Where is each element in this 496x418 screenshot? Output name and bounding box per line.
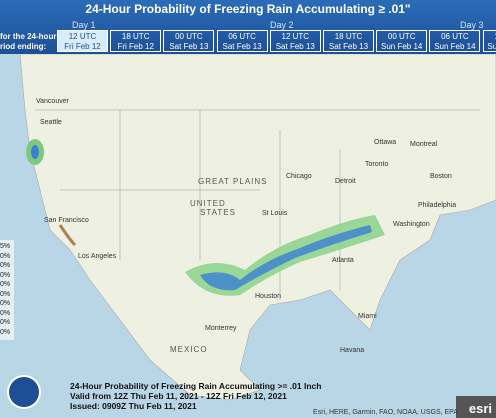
tab-text: Sat Feb 13 bbox=[328, 42, 369, 51]
place-label: Ottawa bbox=[374, 139, 396, 146]
legend-box bbox=[0, 240, 14, 340]
header: 24-Hour Probability of Freezing Rain Acc… bbox=[0, 0, 496, 54]
caption-line: Issued: 0909Z Thu Feb 11, 2021 bbox=[70, 401, 197, 411]
place-label: Miami bbox=[358, 313, 377, 320]
place-label: Boston bbox=[430, 173, 452, 180]
place-label: Detroit bbox=[335, 178, 356, 185]
place-label: Havana bbox=[340, 347, 364, 354]
caption-line: Valid from 12Z Thu Feb 11, 2021 - 12Z Fr… bbox=[70, 391, 287, 401]
place-label: Toronto bbox=[365, 161, 388, 168]
place-label: Montreal bbox=[410, 141, 438, 148]
place-label: Atlanta bbox=[332, 257, 354, 264]
time-tab[interactable]: 00 UTC Sun Feb 14 bbox=[376, 30, 428, 52]
land bbox=[19, 53, 496, 401]
time-tab[interactable]: 06 UTC Sat Feb 13 bbox=[216, 30, 268, 52]
attribution: Esri, HERE, Garmin, FAO, NOAA, USGS, EPA bbox=[313, 409, 458, 416]
tab-text: 12 UTC bbox=[484, 32, 496, 42]
time-tab[interactable]: 12 UTC Fri Feb 12 bbox=[57, 30, 108, 52]
place-label: Washington bbox=[393, 221, 430, 228]
time-tab[interactable]: 18 UTC Fri Feb 12 bbox=[110, 30, 162, 52]
day-label: Day 3 bbox=[460, 20, 484, 30]
day-label: Day 1 bbox=[72, 20, 96, 30]
region-label: GREAT PLAINS bbox=[198, 177, 268, 186]
legend-label: 0% bbox=[0, 300, 11, 307]
legend-label: 0% bbox=[0, 262, 11, 269]
tab-text: Sat Feb 13 bbox=[222, 42, 262, 51]
tab-text: Sat Feb 13 bbox=[169, 42, 209, 51]
legend-label: 5% bbox=[0, 243, 11, 250]
time-tab[interactable]: 12 UTC Sat Feb 13 bbox=[269, 30, 321, 52]
place-label: Chicago bbox=[286, 173, 312, 180]
time-tab[interactable]: 06 UTC Sun Feb 14 bbox=[429, 30, 481, 52]
legend-label: 0% bbox=[0, 281, 11, 288]
esri-logo-bg bbox=[456, 396, 496, 418]
borders bbox=[35, 109, 480, 300]
legend-label: 0% bbox=[0, 290, 11, 298]
place-label: Los Angeles bbox=[78, 253, 117, 260]
caption-line: 24-Hour Probability of Freezing Rain Acc… bbox=[70, 381, 322, 391]
place-label: St Louis bbox=[262, 210, 288, 217]
legend-label: 0% bbox=[0, 309, 11, 317]
esri-logo: esri bbox=[468, 401, 492, 416]
legend-label: 0% bbox=[0, 328, 11, 336]
rain-area bbox=[31, 145, 39, 159]
rain-area bbox=[200, 225, 372, 291]
tab-text: 06 UTC bbox=[228, 32, 256, 41]
place-label: Philadelphia bbox=[418, 202, 456, 209]
tab-text: 18 UTC bbox=[334, 32, 363, 41]
time-tab[interactable]: 00 UTC Sat Feb 13 bbox=[163, 30, 215, 52]
region-label: UNITED bbox=[190, 199, 226, 208]
region-label: STATES bbox=[200, 208, 236, 217]
place-label: San Francisco bbox=[44, 217, 89, 224]
tab-text: 00 UTC bbox=[175, 32, 203, 41]
tab-text: 18 UTC bbox=[121, 32, 150, 41]
legend-label: 0% bbox=[0, 319, 11, 326]
rain-area bbox=[58, 224, 77, 247]
place-label: Houston bbox=[255, 293, 281, 300]
nws-logo bbox=[7, 375, 41, 409]
tab-text: 06 UTC bbox=[441, 32, 469, 41]
place-label: Monterrey bbox=[205, 325, 237, 332]
title: 24-Hour Probability of Freezing Rain Acc… bbox=[85, 2, 411, 16]
period-label: riod ending: bbox=[0, 42, 47, 51]
tab-text: Sat Feb 13 bbox=[275, 42, 315, 51]
tab-text: Sun Feb 14 bbox=[381, 42, 423, 51]
tab-text: 00 UTC bbox=[387, 32, 416, 41]
tab-text: 12 UTC bbox=[68, 32, 97, 41]
tab-text: 12 UTC bbox=[281, 32, 310, 41]
tab-text: Sun Feb 14 bbox=[487, 42, 496, 51]
caption: 24-Hour Probability of Freezing Rain Acc… bbox=[70, 381, 321, 411]
day-label: Day 2 bbox=[270, 20, 294, 30]
legend-label: 0% bbox=[0, 271, 11, 279]
region-label: MEXICO bbox=[170, 345, 208, 354]
tab-text: Fri Feb 12 bbox=[117, 42, 154, 51]
tab-text: Sun Feb 14 bbox=[434, 42, 476, 51]
time-tab[interactable]: 18 UTC Sat Feb 13 bbox=[323, 30, 374, 52]
tab-text: Fri Feb 12 bbox=[64, 42, 101, 51]
legend-label: 0% bbox=[0, 252, 11, 260]
place-label: Seattle bbox=[40, 119, 62, 126]
period-label: for the 24-hour bbox=[0, 32, 57, 41]
place-label: Vancouver bbox=[36, 98, 70, 105]
